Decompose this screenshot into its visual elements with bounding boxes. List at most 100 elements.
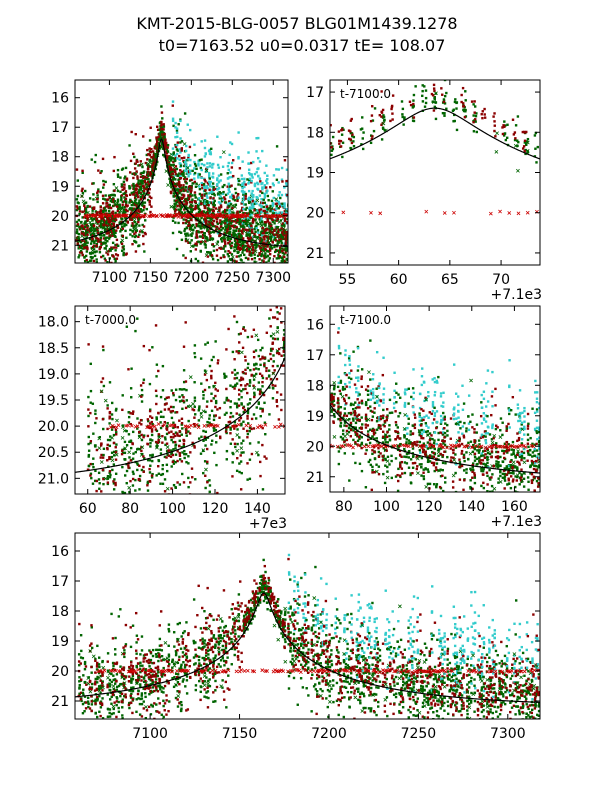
data-point <box>194 164 198 167</box>
data-point <box>332 387 336 391</box>
data-point <box>161 364 165 368</box>
data-point <box>241 200 244 204</box>
data-point <box>283 159 287 162</box>
data-point <box>424 96 428 100</box>
data-point <box>243 195 246 199</box>
data-point <box>512 133 516 136</box>
data-point <box>97 220 100 224</box>
data-point <box>100 170 103 173</box>
data-point <box>241 232 244 235</box>
data-point <box>233 384 237 388</box>
data-point <box>134 202 138 205</box>
data-point <box>142 135 145 138</box>
data-point <box>199 412 203 415</box>
data-point <box>235 225 238 229</box>
data-point <box>258 194 262 197</box>
data-point <box>144 181 147 185</box>
data-point <box>211 185 214 188</box>
data-point <box>106 407 109 410</box>
data-point <box>188 187 192 190</box>
data-point <box>198 219 202 222</box>
data-point <box>200 240 203 244</box>
data-point <box>182 380 186 384</box>
data-point <box>114 243 117 247</box>
data-point <box>256 211 260 215</box>
data-point <box>265 228 269 231</box>
data-point <box>330 149 334 152</box>
data-point-x <box>507 211 512 215</box>
data-point <box>206 481 209 484</box>
data-point <box>201 183 204 187</box>
data-point <box>204 189 207 192</box>
data-point <box>207 171 211 175</box>
data-point <box>402 123 405 126</box>
data-point <box>203 194 206 197</box>
data-point <box>330 406 332 410</box>
data-point <box>225 424 228 427</box>
data-point <box>200 224 203 228</box>
data-point <box>234 203 238 206</box>
data-point <box>283 206 286 209</box>
data-point <box>339 435 343 439</box>
data-point <box>206 255 210 258</box>
data-point <box>76 207 79 210</box>
data-point <box>134 250 138 253</box>
data-point <box>180 140 184 143</box>
data-point <box>106 404 109 407</box>
data-point <box>247 189 251 193</box>
data-point <box>102 219 106 222</box>
data-point <box>191 198 194 201</box>
data-point <box>148 467 151 471</box>
data-point <box>170 185 173 189</box>
data-point <box>225 375 228 378</box>
data-point <box>88 237 92 241</box>
data-point <box>216 178 219 182</box>
data-point <box>269 230 273 233</box>
data-point <box>172 183 175 186</box>
data-point <box>286 221 288 225</box>
data-point <box>170 164 173 167</box>
data-point <box>247 168 251 171</box>
data-point <box>101 345 105 348</box>
data-point <box>96 197 99 201</box>
data-point <box>193 154 197 157</box>
data-point <box>523 150 526 153</box>
data-point <box>130 396 133 399</box>
data-point <box>276 351 279 355</box>
data-point <box>149 415 152 418</box>
data-point <box>230 244 233 248</box>
data-point <box>100 209 103 213</box>
data-point <box>224 426 228 429</box>
data-point <box>152 159 155 162</box>
data-point <box>337 417 340 421</box>
data-point <box>114 446 117 449</box>
data-point <box>223 183 226 187</box>
data-point <box>213 414 216 417</box>
data-point <box>473 100 476 103</box>
data-point <box>333 386 336 390</box>
data-point <box>207 192 211 195</box>
data-point <box>174 178 177 181</box>
data-point <box>231 206 234 210</box>
data-point <box>514 124 518 127</box>
data-point <box>173 199 176 202</box>
data-point <box>182 444 186 448</box>
data-point <box>247 151 250 154</box>
data-point <box>332 395 335 399</box>
data-point <box>275 377 279 381</box>
data-point <box>202 210 206 213</box>
y-tick-label: 19 <box>51 179 69 195</box>
data-point <box>185 144 188 148</box>
data-point <box>134 241 138 244</box>
data-point <box>258 208 261 212</box>
data-point <box>171 104 174 107</box>
data-point <box>100 380 103 384</box>
data-point <box>174 191 177 195</box>
data-point <box>505 136 509 139</box>
data-point <box>203 226 207 229</box>
data-point <box>128 440 131 444</box>
data-point <box>104 223 107 227</box>
data-point <box>203 373 207 376</box>
data-point <box>164 438 167 441</box>
data-point <box>453 119 456 123</box>
